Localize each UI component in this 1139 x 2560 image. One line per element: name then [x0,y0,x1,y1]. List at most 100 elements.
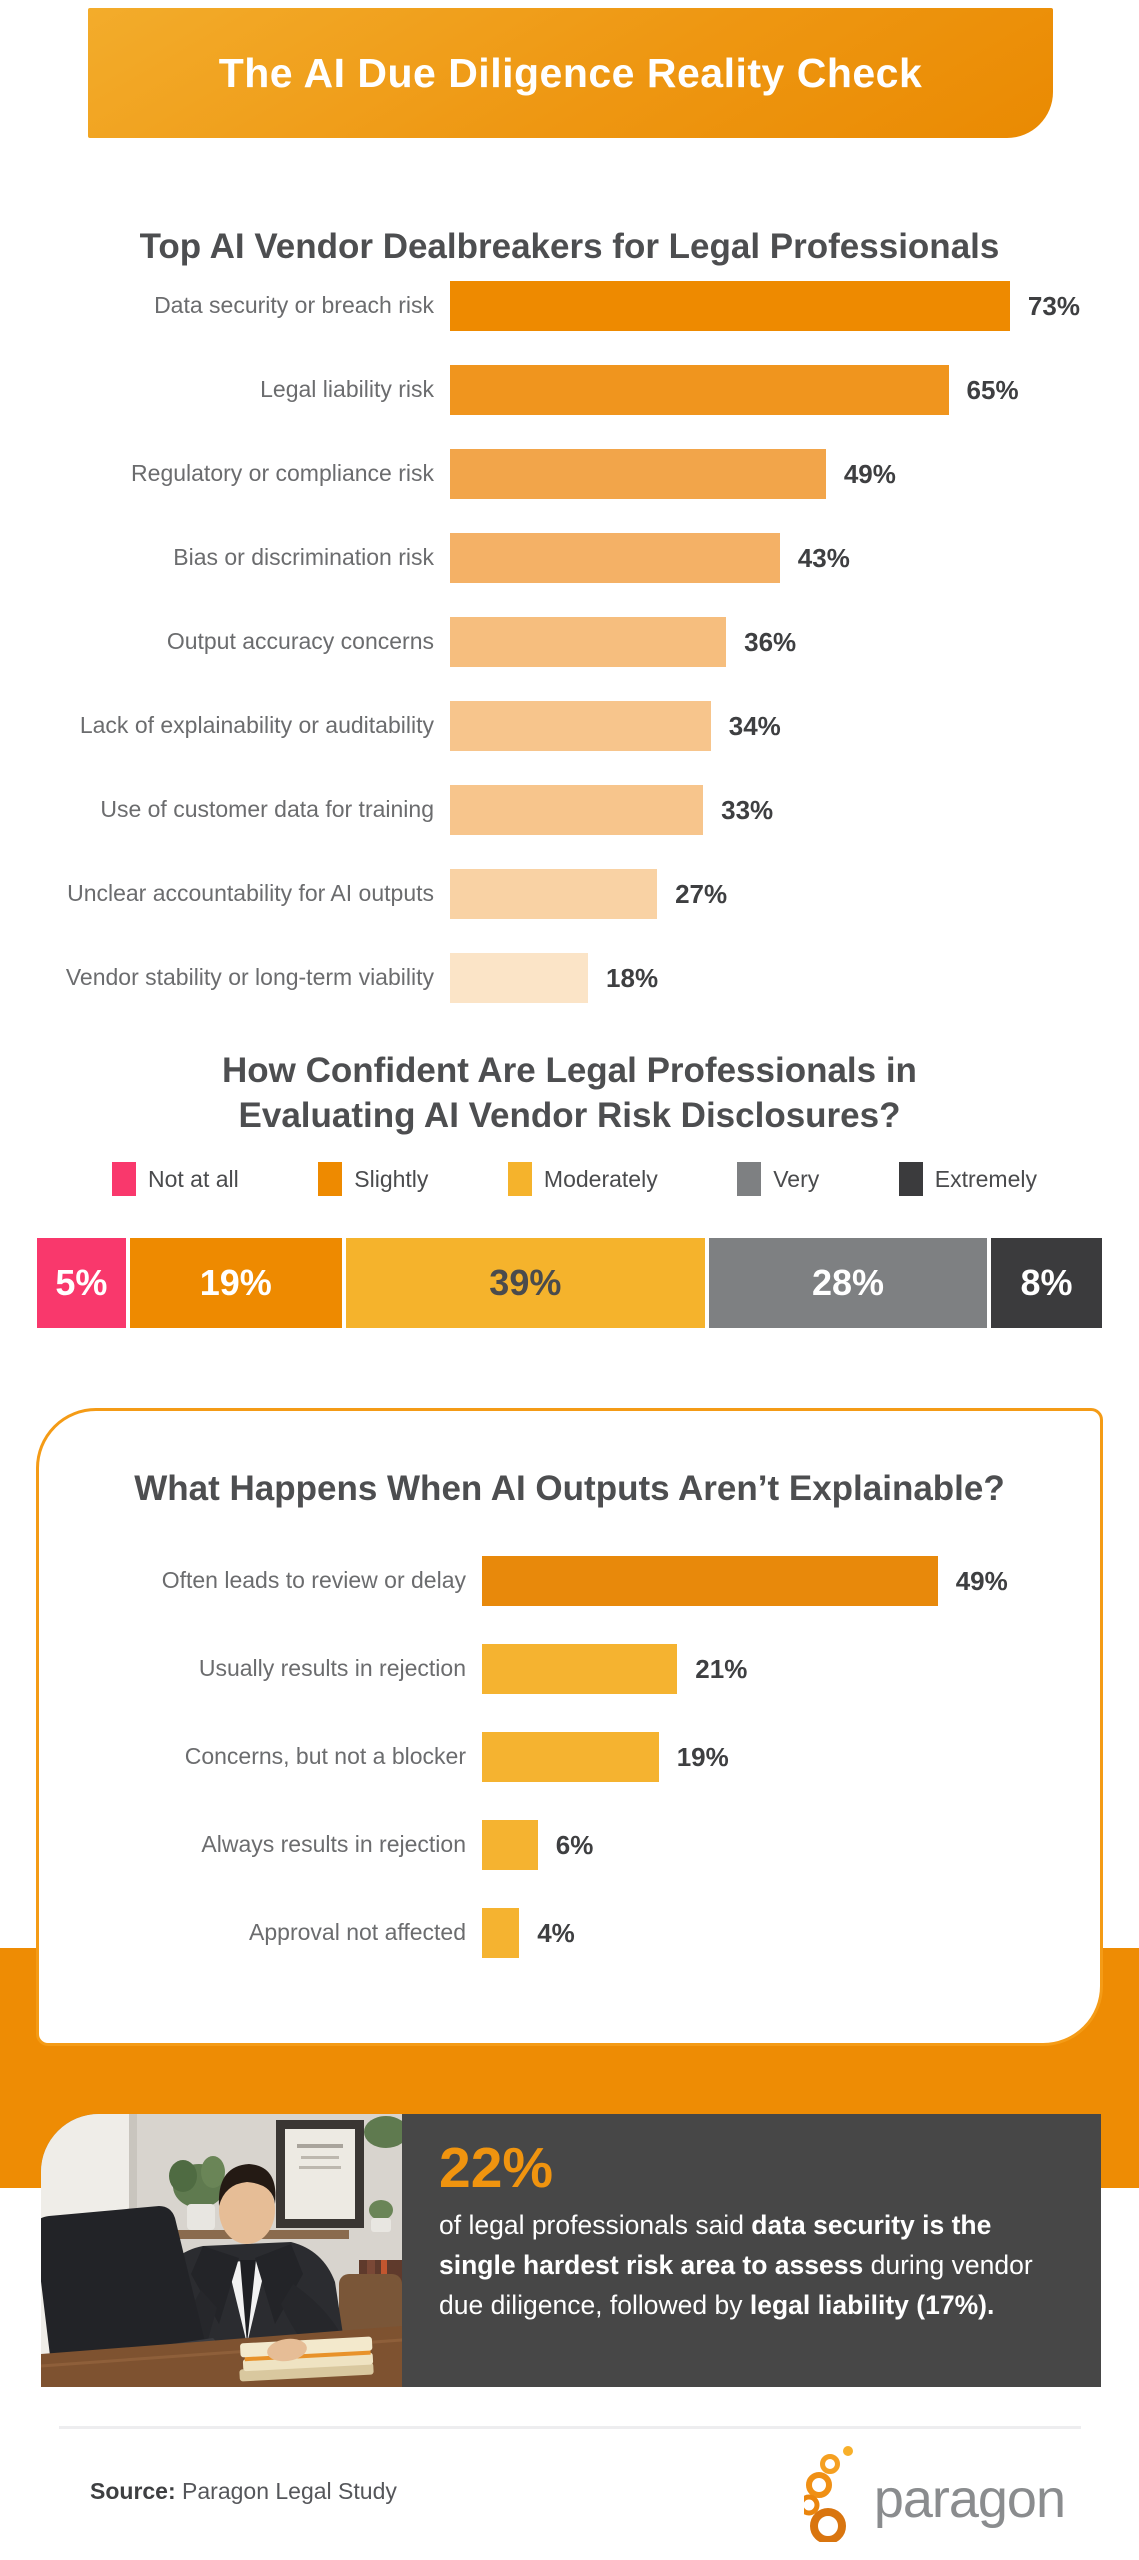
bar-value-label: 27% [675,878,728,909]
bar-track: 49% [450,449,1139,499]
bar-label: Often leads to review or delay [161,1567,466,1594]
dealbreakers-chart-title: Top AI Vendor Dealbreakers for Legal Pro… [139,227,1000,266]
legend-item: Very [737,1162,819,1196]
stat-description: of legal professionals said data securit… [439,2205,1083,2325]
bar-track: 73% [450,281,1139,331]
legend-label: Slightly [354,1165,429,1192]
bar-row: Lack of explainability or auditability 34… [0,701,1139,751]
bar-row: Always results in rejection 6% [39,1820,1100,1870]
legend-item: Extremely [898,1162,1037,1196]
stacked-bar-segment: 8% [991,1238,1102,1328]
paragon-logo-text: paragon [873,2469,1066,2529]
bar-label: Usually results in rejection [198,1655,466,1682]
bar-row: Data security or breach risk 73% [0,281,1139,331]
bar-track: 27% [450,869,1139,919]
bar-row: Vendor stability or long-term viability 1… [0,953,1139,1003]
bar-label: Output accuracy concerns [166,628,434,655]
bar-value-label: 73% [1027,290,1080,321]
legend-swatch-icon [318,1162,343,1196]
bar [482,1732,659,1782]
bar-value-label: 4% [537,1917,575,1948]
dealbreakers-bar-chart: Data security or breach risk 73% Legal lia… [0,281,1139,1037]
stat-line: of legal professionals said data securit… [439,2205,1083,2245]
bar-label: Approval not affected [249,1919,466,1946]
stat-text-block: 22% of legal professionals said data sec… [402,2114,1101,2387]
source-label: Source: [90,2478,176,2504]
bar-track: 6% [482,1820,1100,1870]
bar-row: Usually results in rejection 21% [39,1644,1100,1694]
bar-track: 49% [482,1556,1100,1606]
bar-track: 21% [482,1644,1100,1694]
bar [482,1644,678,1694]
source-text: Paragon Legal Study [175,2478,397,2504]
legend-item: Slightly [318,1162,428,1196]
bar-track: 18% [450,953,1139,1003]
bar [450,953,589,1003]
confidence-title-line2: Evaluating AI Vendor Risk Disclosures? [238,1096,901,1135]
page-title: The AI Due Diligence Reality Check [218,49,923,96]
stat-text-span: during vendor [863,2250,1033,2280]
bar-row: Legal liability risk 65% [0,365,1139,415]
stat-value: 22% [439,2136,554,2200]
stat-line: single hardest risk area to assess durin… [439,2245,1083,2285]
bar-row: Use of customer data for training 33% [0,785,1139,835]
footer-divider [59,2426,1081,2429]
bar-value-label: 36% [744,626,797,657]
bar-track: 33% [450,785,1139,835]
bar-value-label: 6% [555,1829,594,1860]
bar [450,869,658,919]
bar-value-label: 18% [606,962,659,993]
stat-callout-box: 22% of legal professionals said data sec… [41,2114,1101,2387]
bar-row: Regulatory or compliance risk 49% [0,449,1139,499]
bar-track: 4% [482,1908,1100,1958]
bar [450,533,780,583]
bar [450,449,826,499]
bar [450,281,1010,331]
stat-text-span: of legal professionals said [439,2210,752,2240]
bar-row: Unclear accountability for AI outputs 27% [0,869,1139,919]
bar-value-label: 65% [966,374,1019,405]
bar-label: Data security or breach risk [154,292,434,319]
bar [450,785,704,835]
bar-label: Use of customer data for training [100,796,434,823]
explainability-chart-title: What Happens When AI Outputs Aren’t Expl… [134,1469,1005,1508]
bar-value-label: 49% [955,1565,1008,1596]
lawyer-photo-illustration [41,2114,402,2387]
legend-label: Extremely [934,1165,1037,1192]
bar [482,1820,538,1870]
source-note: Source: Paragon Legal Study [90,2478,397,2505]
bar-row: Bias or discrimination risk 43% [0,533,1139,583]
bar-label: Always results in rejection [201,1831,466,1858]
bar-label: Regulatory or compliance risk [131,460,434,487]
bar-row: Often leads to review or delay 49% [39,1556,1100,1606]
bar-track: 19% [482,1732,1100,1782]
confidence-stacked-bar: 5% 19% 39% 28% 8% [37,1238,1102,1328]
stat-text-span: single hardest risk area to assess [439,2250,864,2280]
explainability-card: What Happens When AI Outputs Aren’t Expl… [36,1408,1103,2046]
bar-label: Bias or discrimination risk [173,544,434,571]
legend-label: Very [773,1165,820,1192]
stat-text-span: data security is the [751,2210,992,2240]
bar-track: 65% [450,365,1139,415]
legend-swatch-icon [898,1162,923,1196]
legend-swatch-icon [112,1162,136,1196]
bar-row: Output accuracy concerns 36% [0,617,1139,667]
stacked-bar-segment: 28% [708,1238,988,1328]
paragon-logo: paragon [803,2442,1066,2542]
legend-swatch-icon [737,1162,762,1196]
legend-swatch-icon [507,1162,532,1196]
stacked-bar-segment: 39% [345,1238,705,1328]
bar-value-label: 34% [728,710,781,741]
stacked-bar-segment: 5% [37,1238,126,1328]
bar-label: Unclear accountability for AI outputs [67,880,434,907]
bar-label: Concerns, but not a blocker [184,1743,466,1770]
legend-item: Not at all [112,1162,239,1196]
confidence-chart-title: How Confident Are Legal Professionals in… [0,1048,1139,1138]
bar-track: 36% [450,617,1139,667]
bar [450,365,949,415]
bar-value-label: 49% [843,458,896,489]
stat-line: due diligence, followed by legal liabili… [439,2285,1083,2325]
stat-text-span: due diligence, followed by [439,2290,750,2320]
bar-track: 34% [450,701,1139,751]
